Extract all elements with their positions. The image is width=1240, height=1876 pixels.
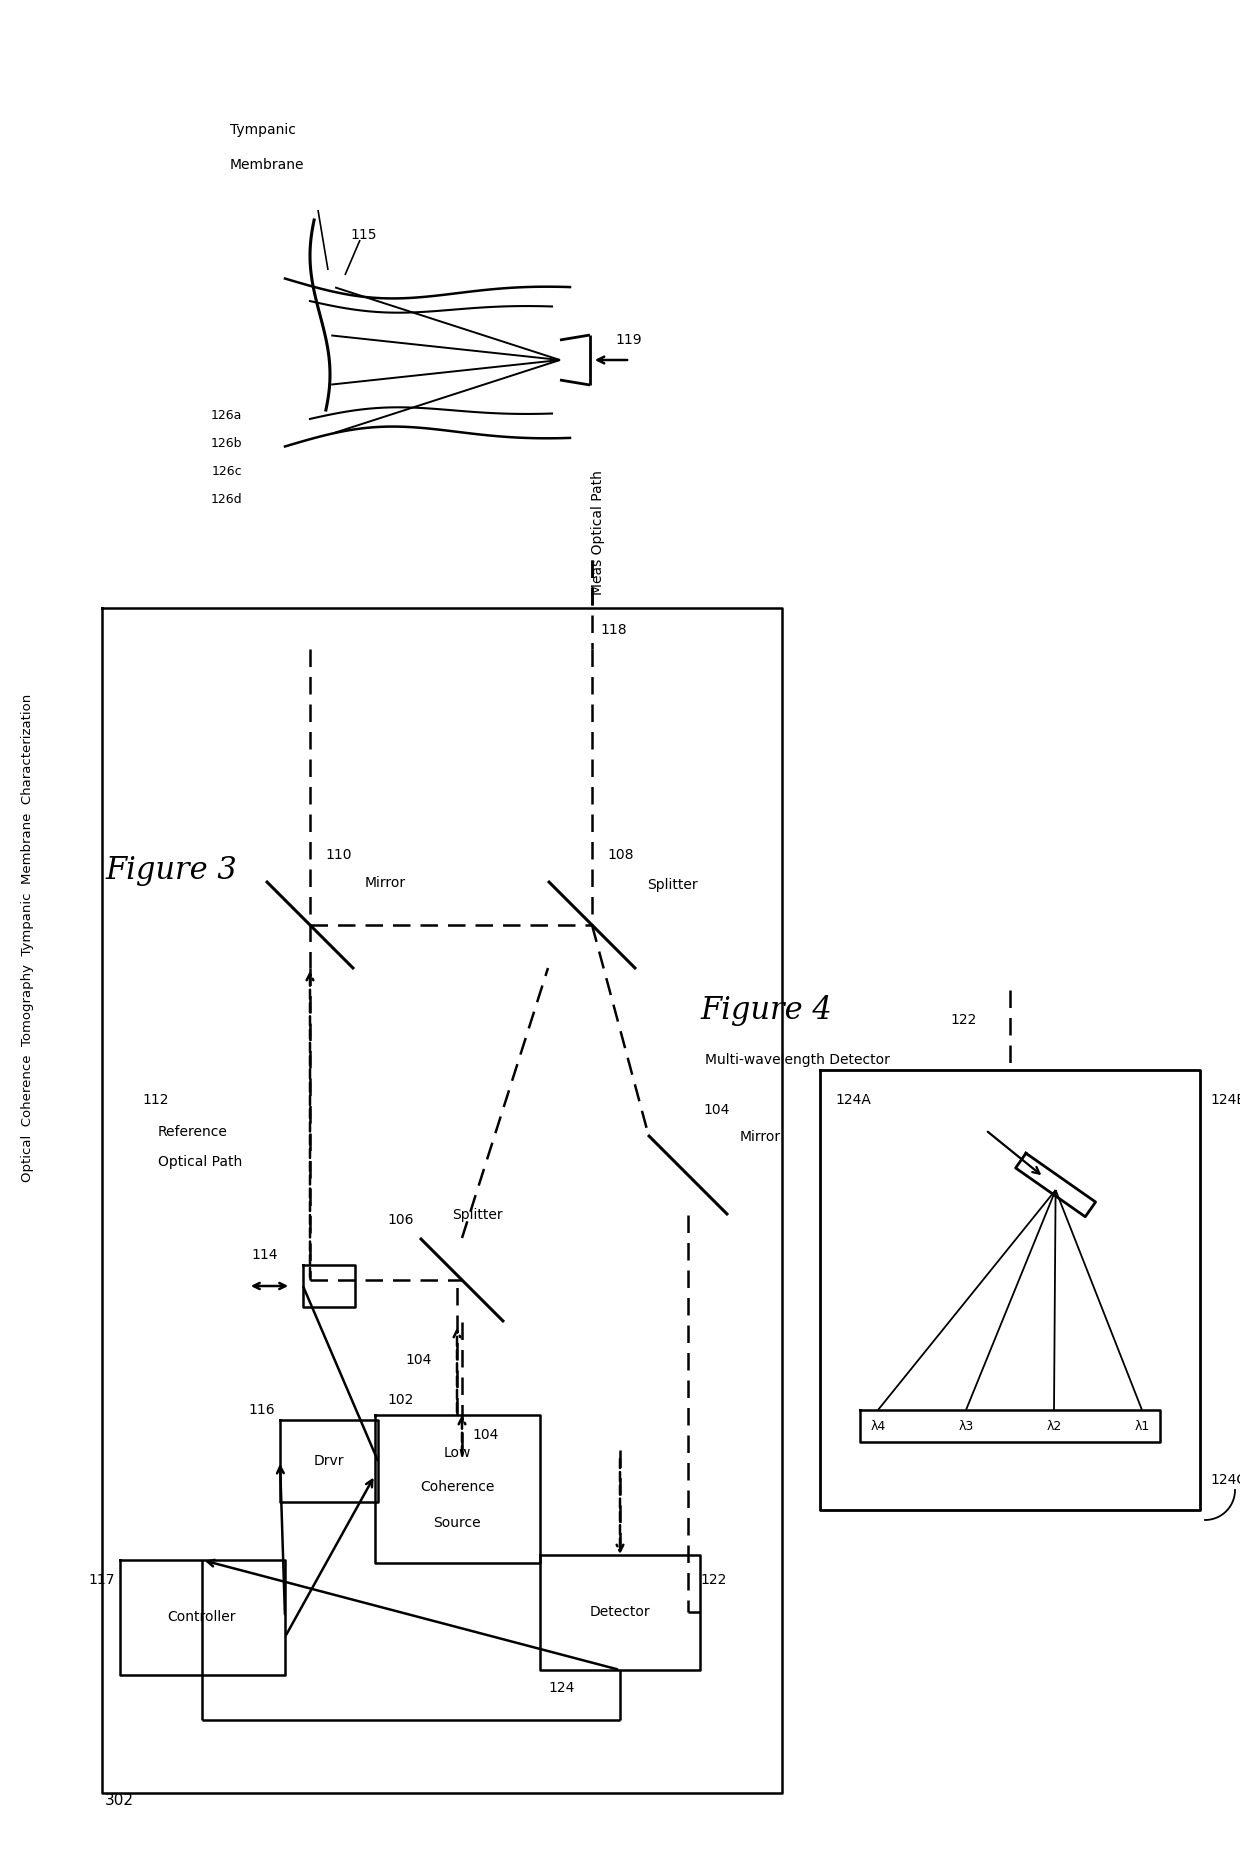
Text: Low: Low	[444, 1446, 471, 1460]
Text: 116: 116	[248, 1403, 275, 1416]
Text: Mirror: Mirror	[740, 1129, 781, 1144]
Text: 115: 115	[350, 229, 377, 242]
Text: Splitter: Splitter	[453, 1208, 502, 1221]
Text: 126c: 126c	[211, 465, 242, 478]
Text: Controller: Controller	[167, 1610, 237, 1625]
Text: 124A: 124A	[835, 1094, 870, 1107]
Text: 126a: 126a	[211, 409, 242, 422]
Text: Figure 4: Figure 4	[701, 994, 832, 1026]
Text: Optical  Coherence  Tomography  Tympanic  Membrane  Characterization: Optical Coherence Tomography Tympanic Me…	[21, 694, 35, 1182]
Text: λ3: λ3	[959, 1420, 973, 1433]
Text: Drvr: Drvr	[314, 1454, 345, 1469]
Text: 104: 104	[405, 1353, 432, 1368]
Text: 124B: 124B	[1210, 1094, 1240, 1107]
Text: 119: 119	[615, 334, 641, 347]
Text: 122: 122	[950, 1013, 976, 1026]
Text: Tympanic: Tympanic	[229, 124, 296, 137]
Text: Reference: Reference	[157, 1126, 228, 1139]
Text: 110: 110	[325, 848, 351, 861]
Text: Meas Optical Path: Meas Optical Path	[591, 471, 605, 595]
Text: 106: 106	[387, 1214, 413, 1227]
Text: 124C: 124C	[1210, 1473, 1240, 1488]
Text: 126d: 126d	[211, 493, 242, 505]
Text: 112: 112	[143, 1094, 169, 1107]
Text: 124: 124	[548, 1681, 574, 1696]
Text: 118: 118	[600, 623, 627, 638]
Text: λ1: λ1	[1135, 1420, 1149, 1433]
Text: Coherence: Coherence	[420, 1480, 495, 1493]
Text: Mirror: Mirror	[365, 876, 407, 889]
Text: 104: 104	[472, 1428, 498, 1443]
Text: 102: 102	[387, 1394, 413, 1407]
Text: 114: 114	[250, 1248, 278, 1263]
Text: 108: 108	[608, 848, 634, 861]
Text: Multi-wavelength Detector: Multi-wavelength Detector	[706, 1052, 890, 1067]
Text: 117: 117	[88, 1572, 115, 1587]
Text: Figure 3: Figure 3	[105, 854, 237, 885]
Text: 122: 122	[701, 1572, 727, 1587]
Text: 126b: 126b	[211, 437, 242, 450]
Text: Membrane: Membrane	[229, 158, 305, 173]
Text: Optical Path: Optical Path	[157, 1156, 242, 1169]
Text: Splitter: Splitter	[647, 878, 698, 891]
Text: λ4: λ4	[870, 1420, 885, 1433]
Text: Source: Source	[433, 1516, 481, 1531]
Text: 104: 104	[703, 1103, 729, 1116]
Text: λ2: λ2	[1047, 1420, 1061, 1433]
Text: Detector: Detector	[590, 1606, 650, 1619]
Text: 302: 302	[105, 1792, 134, 1807]
